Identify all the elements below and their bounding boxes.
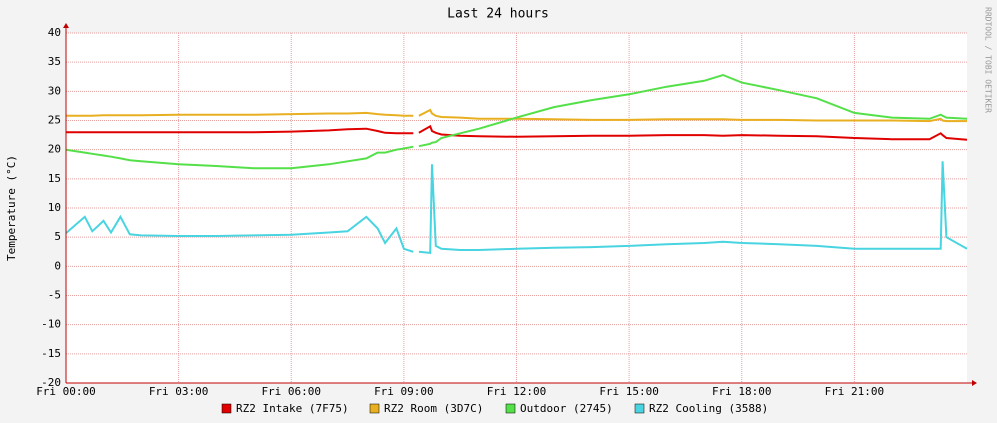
x-tick-label: Fri 12:00: [487, 385, 547, 398]
y-axis-label: Temperature (°C): [5, 155, 18, 261]
y-tick-label: 30: [48, 84, 61, 97]
y-tick-label: 0: [54, 259, 61, 272]
x-tick-label: Fri 18:00: [712, 385, 772, 398]
y-tick-label: -20: [41, 376, 61, 389]
legend-swatch: [634, 403, 645, 414]
legend-label: RZ2 Room (3D7C): [384, 402, 483, 415]
lines: [65, 73, 968, 254]
x-tick-label: Fri 03:00: [149, 385, 209, 398]
legend-label: RZ2 Cooling (3588): [649, 402, 768, 415]
y-tick-label: -5: [48, 289, 61, 302]
watermark: RRDTOOL / TOBI OETIKER: [984, 7, 993, 113]
legend-swatch: [221, 403, 232, 414]
x-tick-label: Fri 15:00: [599, 385, 659, 398]
x-tick-label: Fri 21:00: [825, 385, 885, 398]
y-tick-label: 20: [48, 143, 61, 156]
legend: RZ2 Intake (7F75) RZ2 Room (3D7C) Outdoor …: [221, 402, 768, 415]
series-line: [66, 108, 967, 123]
y-tick-label: 10: [48, 201, 61, 214]
axes: [63, 23, 977, 386]
grid: [65, 32, 967, 384]
legend-swatch: [369, 403, 380, 414]
x-tick-label: Fri 00:00: [36, 385, 96, 398]
y-tick-label: -10: [41, 318, 61, 331]
legend-label: RZ2 Intake (7F75): [236, 402, 349, 415]
y-tick-label: 5: [54, 230, 61, 243]
y-tick-label: 25: [48, 114, 61, 127]
series-line: [66, 124, 968, 141]
x-axis-arrow: [972, 380, 977, 386]
legend-label: Outdoor (2745): [520, 402, 613, 415]
y-tick-label: -15: [41, 347, 61, 360]
x-tick-label: Fri 06:00: [261, 385, 321, 398]
x-tick-label: Fri 09:00: [374, 385, 434, 398]
series-line: [65, 73, 968, 170]
chart-title: Last 24 hours: [447, 7, 549, 22]
y-tick-label: 35: [48, 55, 61, 68]
y-tick-label: 15: [48, 172, 61, 185]
y-tick-label: 40: [48, 26, 61, 39]
series-line: [65, 161, 968, 254]
y-axis-arrow: [63, 23, 69, 28]
legend-swatch: [505, 403, 516, 414]
